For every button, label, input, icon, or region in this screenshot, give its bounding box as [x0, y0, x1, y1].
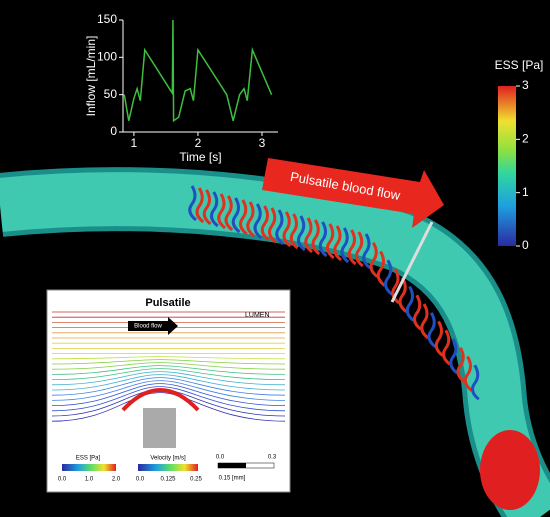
velocity-tick: 0.0: [136, 477, 145, 483]
lumen-label: LUMEN: [245, 312, 270, 319]
strut: [143, 408, 176, 448]
velocity-title: Velocity [m/s]: [150, 456, 186, 462]
scale-label: 0.15 [mm]: [219, 476, 246, 482]
velocity-tick: 0.125: [160, 477, 176, 483]
colorbar-tick-label: 1: [522, 185, 529, 199]
velocity-tick: 0.25: [190, 477, 202, 483]
ess-title: ESS [Pa]: [76, 456, 101, 462]
colorbar: [498, 86, 516, 246]
ess-tick: 2.0: [112, 477, 121, 483]
y-tick-label: 50: [104, 87, 118, 101]
scale-tick: 0.3: [268, 455, 277, 461]
y-tick-label: 150: [97, 12, 117, 26]
colorbar-tick-label: 3: [522, 78, 529, 92]
flow-label: Blood flow: [134, 324, 162, 330]
ess-tick: 0.0: [58, 477, 67, 483]
x-tick-label: 3: [259, 136, 266, 150]
y-tick-label: 0: [110, 124, 117, 138]
x-axis-label: Time [s]: [179, 150, 221, 164]
velocity-bar: [138, 464, 198, 471]
scale-tick: 0.0: [216, 455, 225, 461]
x-tick-label: 2: [195, 136, 202, 150]
figure: Pulsatile blood flow ESS [Pa] 0123 05010…: [0, 0, 550, 517]
scale-bar: [218, 463, 274, 468]
y-tick-label: 100: [97, 50, 117, 64]
colorbar-tick-label: 2: [522, 132, 529, 146]
hotspot: [480, 430, 540, 510]
ess-tick: 1.0: [85, 477, 94, 483]
page: Pulsatile blood flow ESS [Pa] 0123 05010…: [0, 0, 550, 517]
x-tick-label: 1: [131, 136, 138, 150]
inset-title: Pulsatile: [145, 297, 190, 309]
ess-bar: [62, 464, 116, 471]
inset-panel: Pulsatile LUMEN Blood flow ESS [Pa] 0.0 …: [47, 290, 290, 492]
colorbar-title: ESS [Pa]: [495, 58, 544, 72]
y-axis-label: Inflow [mL/min]: [84, 36, 98, 117]
colorbar-tick-label: 0: [522, 238, 529, 252]
